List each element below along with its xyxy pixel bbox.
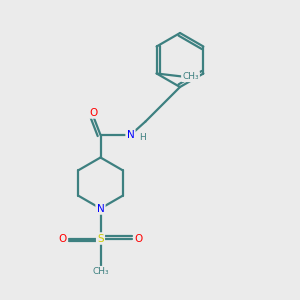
Text: CH₃: CH₃ bbox=[182, 72, 199, 81]
Text: O: O bbox=[134, 233, 143, 244]
Text: S: S bbox=[97, 233, 104, 244]
Text: N: N bbox=[127, 130, 134, 140]
Text: O: O bbox=[58, 233, 67, 244]
Text: N: N bbox=[97, 203, 104, 214]
Text: CH₃: CH₃ bbox=[92, 267, 109, 276]
Text: H: H bbox=[139, 133, 146, 142]
Text: O: O bbox=[89, 107, 97, 118]
